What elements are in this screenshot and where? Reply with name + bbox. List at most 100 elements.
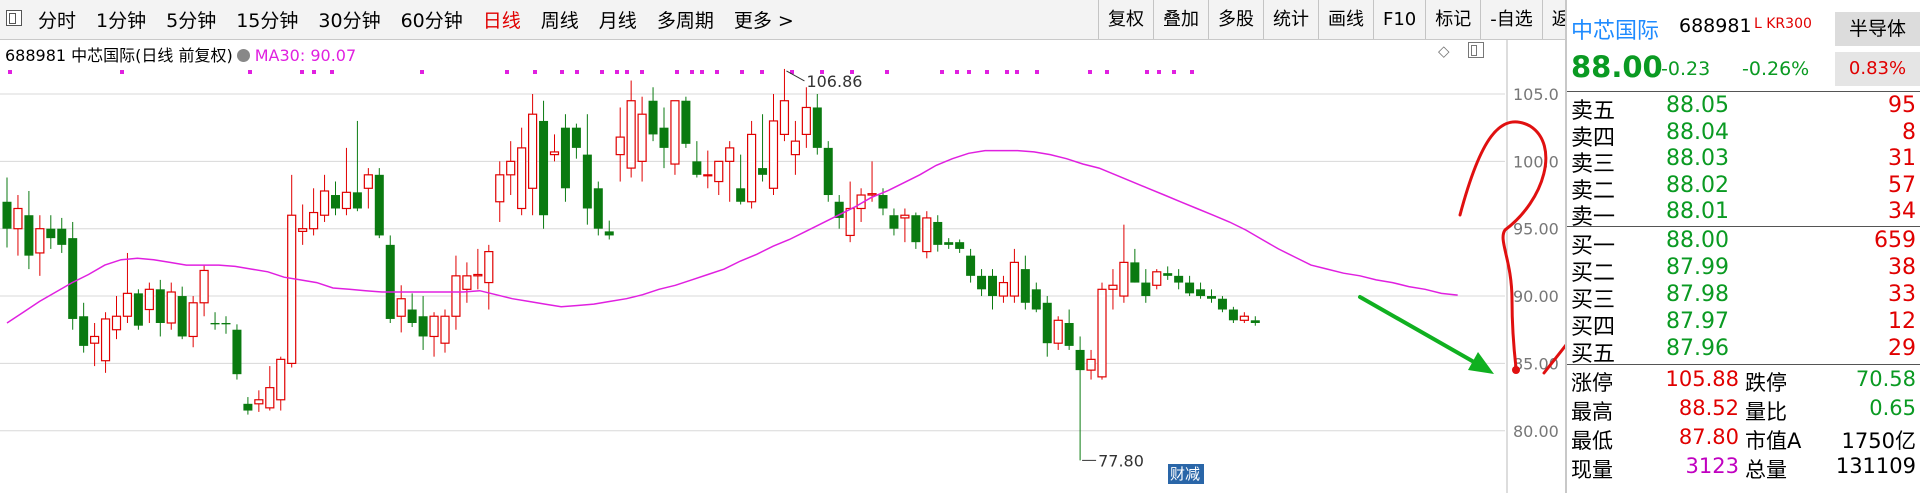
event-marker [420,70,424,74]
event-marker [640,70,644,74]
event-marker [760,70,764,74]
sell-row: 卖二 88.02 57 [1571,173,1916,204]
event-marker [312,70,316,74]
candle-body [298,228,308,232]
panel-toggle-icon[interactable] [6,10,22,26]
candle-body [155,289,165,323]
candle-body [944,242,954,245]
orderbook-top-divider [1567,91,1920,92]
diamond-icon[interactable]: ◇ [1438,42,1450,60]
candle-body [527,113,538,189]
event-marker [615,70,619,74]
sell-row: 卖五 88.05 95 [1571,93,1916,124]
tab-daily[interactable]: 日线 [482,10,521,32]
mark-button[interactable]: 标记 [1425,0,1480,39]
candle-body [396,298,406,317]
candle-body [703,174,713,177]
candle-body [35,228,45,254]
candle-body [659,127,669,148]
candle-body [604,231,614,236]
candle-body [779,100,790,136]
candle-body [725,147,735,162]
industry-badge[interactable]: 半导体 [1835,12,1920,46]
stats-row: 涨停 105.88 跌停 70.58 [1571,367,1916,395]
multi-stock-button[interactable]: 多股 [1208,0,1263,39]
tab-30min[interactable]: 30分钟 [318,10,381,32]
candle-body [144,288,154,311]
event-marker [1105,70,1109,74]
candle-body [1207,296,1216,299]
f10-button[interactable]: F10 [1373,0,1425,39]
buy-row: 买一 88.00 659 [1571,228,1916,259]
event-marker [1035,70,1039,74]
tab-1min[interactable]: 1分钟 [96,10,147,32]
tab-monthly[interactable]: 月线 [598,10,637,32]
event-marker [955,70,959,74]
candle-body [210,322,220,325]
event-marker [1190,70,1194,74]
draw-line-button[interactable]: 画线 [1318,0,1373,39]
stock-code: 688981 [1679,15,1752,37]
event-marker [790,70,794,74]
tab-60min[interactable]: 60分钟 [400,10,463,32]
candle-body [287,214,297,364]
y-tick-label: 100.0 [1513,152,1559,171]
candle-body [1141,282,1151,297]
event-marker [120,70,124,74]
adjust-button[interactable]: 复权 [1098,0,1153,39]
candle-body [385,244,395,319]
chart-layout-icon[interactable] [1468,42,1484,58]
event-tag: 财减 [1170,465,1200,483]
tab-fenshi[interactable]: 分时 [38,10,77,32]
event-marker [8,70,12,74]
event-marker [1088,70,1092,74]
event-marker [690,70,694,74]
candle-body [319,190,330,216]
remove-watchlist-button[interactable]: -自选 [1480,0,1542,39]
low-price-label: 77.80 [1098,451,1144,470]
tab-15min[interactable]: 15分钟 [236,10,299,32]
event-marker [985,70,989,74]
candle-body [517,147,527,210]
candle-body [24,215,34,256]
candle-body [243,403,253,411]
candle-body [539,120,549,216]
candle-body [998,281,1009,297]
candle-body [834,201,844,218]
candle-body [801,106,811,136]
tab-weekly[interactable]: 周线 [540,10,579,32]
candle-body [1097,288,1107,378]
candle-body [1086,358,1096,371]
candle-body [1163,273,1173,276]
green-arrowhead [1468,352,1494,374]
candle-body [13,207,23,230]
high-price-label: 106.86 [806,72,862,91]
tab-multi-period[interactable]: 多周期 [656,10,714,32]
candle-body [1075,349,1085,371]
statistics-button[interactable]: 统计 [1263,0,1318,39]
period-tabs: 分时 1分钟 5分钟 15分钟 30分钟 60分钟 日线 周线 月线 多周期 更… [38,0,814,39]
candle-body [1031,289,1041,310]
stock-name[interactable]: 中芯国际 [1571,19,1660,44]
event-marker [1172,70,1176,74]
candle-body [812,107,822,148]
candle-body [341,191,352,210]
tab-more[interactable]: 更多 > [733,10,794,32]
y-tick-label: 90.00 [1513,287,1559,306]
candle-body [977,275,987,290]
candle-body [922,217,932,253]
candle-body [626,100,636,169]
candle-body [100,318,111,362]
orderbook-mid-divider [1567,226,1920,227]
candle-body [68,238,78,319]
candle-body [615,136,625,156]
ma-settings-icon[interactable] [236,49,250,62]
candle-body [736,188,746,202]
tab-5min[interactable]: 5分钟 [166,10,217,32]
sell-row: 卖四 88.04 8 [1571,120,1916,151]
candle-body [1185,282,1195,294]
overlay-button[interactable]: 叠加 [1153,0,1208,39]
event-marker [505,70,509,74]
candle-body [593,188,603,229]
